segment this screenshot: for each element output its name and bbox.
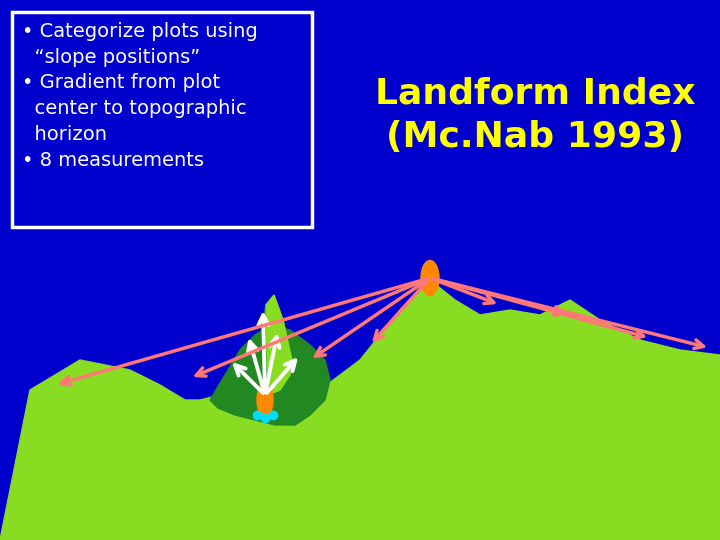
Polygon shape — [210, 325, 330, 425]
Text: Landform Index
(Mc.Nab 1993): Landform Index (Mc.Nab 1993) — [374, 76, 696, 154]
Polygon shape — [0, 280, 720, 540]
Text: • Categorize plots using
  “slope positions”
• Gradient from plot
  center to to: • Categorize plots using “slope position… — [22, 22, 258, 170]
Polygon shape — [266, 295, 292, 395]
Ellipse shape — [421, 260, 439, 295]
Polygon shape — [238, 295, 292, 408]
FancyBboxPatch shape — [12, 12, 312, 227]
Ellipse shape — [257, 382, 273, 417]
